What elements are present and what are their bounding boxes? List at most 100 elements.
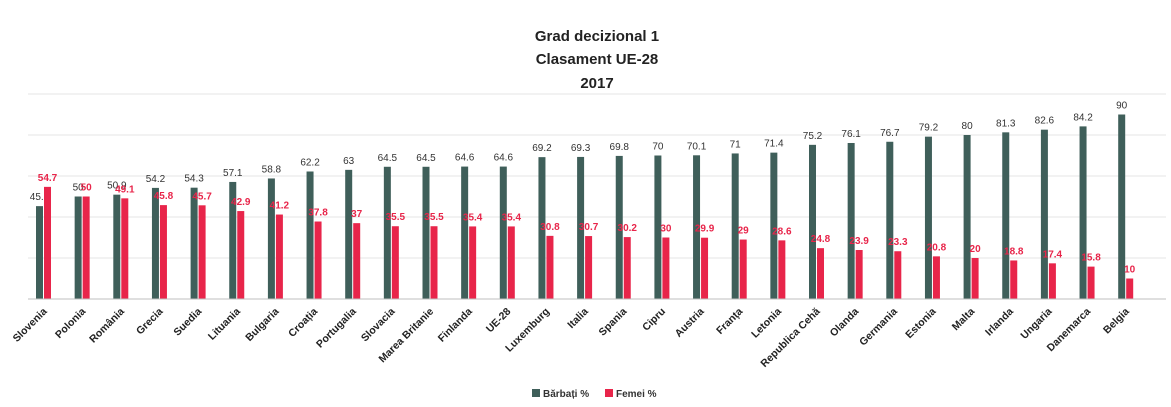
data-label-femei: 29: [738, 226, 750, 237]
bar-femei-spania: [623, 237, 631, 299]
bar-femei-finlanda: [469, 226, 477, 299]
data-label-barbati: 76.1: [841, 129, 861, 140]
legend-swatch-barbati: [532, 389, 540, 397]
data-label-barbati: 70.1: [687, 141, 707, 152]
category-label: Finlanda: [436, 306, 475, 345]
data-label-barbati: 69.3: [571, 143, 591, 154]
bar-barbati-lituania: [229, 181, 237, 299]
bar-femei-suedia: [198, 205, 206, 299]
category-label: Irlanda: [983, 306, 1016, 339]
category-label: Austria: [673, 306, 707, 340]
bar-barbati-ungaria: [1040, 129, 1048, 299]
bar-barbati-croatia: [306, 171, 314, 299]
data-label-barbati: 76.7: [880, 128, 900, 139]
data-label-barbati: 54.3: [184, 174, 204, 185]
data-label-femei: 49.1: [115, 184, 135, 195]
bar-femei-austria: [701, 237, 709, 299]
bar-femei-grecia: [159, 205, 167, 299]
data-label-femei: 30.2: [618, 223, 638, 234]
data-label-barbati: 64.5: [416, 153, 436, 164]
data-label-femei: 35.4: [463, 212, 483, 223]
data-label-femei: 30: [660, 224, 672, 235]
data-label-femei: 17.4: [1043, 249, 1063, 260]
data-label-femei: 54.7: [38, 173, 58, 184]
bar-femei-croatia: [314, 221, 322, 299]
legend-label-femei: Femei %: [616, 389, 657, 400]
category-label: Belgia: [1101, 306, 1132, 337]
category-label: Croația: [286, 306, 320, 340]
data-label-femei: 20.8: [927, 242, 947, 253]
bar-femei-portugalia: [353, 223, 361, 299]
bar-barbati-olanda: [847, 142, 855, 299]
data-label-femei: 23.3: [888, 237, 908, 248]
bar-femei-cipru: [662, 237, 670, 299]
data-label-femei: 10: [1124, 265, 1136, 276]
bar-barbati-germania: [886, 141, 894, 299]
bar-femei-polonia: [82, 196, 90, 299]
data-label-femei: 35.5: [424, 212, 444, 223]
category-label: Slovacia: [359, 306, 398, 345]
bar-femei-ungaria: [1048, 263, 1056, 299]
data-label-femei: 23.9: [849, 236, 869, 247]
data-label-femei: 18.8: [1004, 246, 1024, 257]
bar-barbati-luxemburg: [538, 157, 546, 299]
data-label-femei: 29.9: [695, 224, 715, 235]
data-label-barbati: 62.2: [300, 157, 320, 168]
data-label-barbati: 71.4: [764, 139, 784, 150]
bar-femei-italia: [585, 236, 593, 299]
bar-barbati-marea-britanie: [422, 166, 430, 299]
bar-femei-lituania: [237, 211, 245, 299]
data-label-barbati: 70: [652, 142, 664, 153]
category-label: Portugalia: [314, 306, 359, 351]
data-label-barbati: 79.2: [919, 123, 939, 134]
bar-femei-bulgaria: [275, 214, 283, 299]
bar-femei-belgia: [1126, 278, 1134, 299]
data-label-femei: 35.5: [386, 212, 406, 223]
bar-barbati-ue-28: [499, 166, 507, 299]
category-label: Grecia: [134, 306, 166, 338]
bar-femei-marea-britanie: [430, 226, 438, 299]
bar-barbati-spania: [615, 155, 623, 299]
category-label: Italia: [565, 306, 591, 332]
bar-barbati-suedia: [190, 187, 198, 299]
data-label-barbati: 63: [343, 156, 355, 167]
bar-barbati-slovacia: [383, 166, 391, 299]
data-label-barbati: 45.3: [30, 192, 50, 203]
data-label-femei: 37: [351, 209, 363, 220]
bar-barbati-portugalia: [345, 169, 353, 299]
category-label: Franța: [714, 306, 745, 337]
data-label-femei: 15.8: [1081, 253, 1101, 264]
data-label-barbati: 75.2: [803, 131, 823, 142]
bar-femei-danemarca: [1087, 266, 1095, 299]
bar-femei-luxemburg: [546, 235, 554, 299]
data-label-femei: 45.8: [154, 191, 174, 202]
data-label-barbati: 50.9: [107, 181, 127, 192]
bar-barbati-finlanda: [461, 166, 469, 299]
data-label-femei: 35.4: [502, 212, 522, 223]
bar-barbati-bulgaria: [267, 178, 275, 299]
data-label-barbati: 64.6: [494, 153, 514, 164]
data-label-barbati: 84.2: [1073, 112, 1093, 123]
chart-title-line-2: Clasament UE-28: [536, 51, 659, 68]
bar-femei-republica-ceha: [817, 248, 824, 299]
data-label-femei: 30.7: [579, 222, 599, 233]
category-label: Ungaria: [1018, 306, 1054, 342]
bar-barbati-republica-ceha: [809, 144, 816, 299]
bar-barbati-irlanda: [1002, 132, 1010, 299]
data-label-femei: 45.7: [192, 191, 212, 202]
category-label: România: [87, 306, 127, 346]
data-label-femei: 20: [970, 244, 982, 255]
data-label-femei: 50: [81, 183, 93, 194]
bar-barbati-belgia: [1118, 114, 1126, 299]
bar-femei-estonia: [932, 256, 940, 299]
bar-femei-slovenia: [44, 186, 51, 299]
data-label-barbati: 64.6: [455, 153, 475, 164]
bar-femei-olanda: [855, 250, 863, 299]
bar-barbati-franta: [731, 153, 739, 299]
category-label: Malta: [950, 306, 978, 334]
chart-title-line-1: Grad decizional 1: [535, 28, 659, 45]
data-label-femei: 41.2: [270, 201, 290, 212]
data-label-barbati: 90: [1116, 101, 1128, 112]
